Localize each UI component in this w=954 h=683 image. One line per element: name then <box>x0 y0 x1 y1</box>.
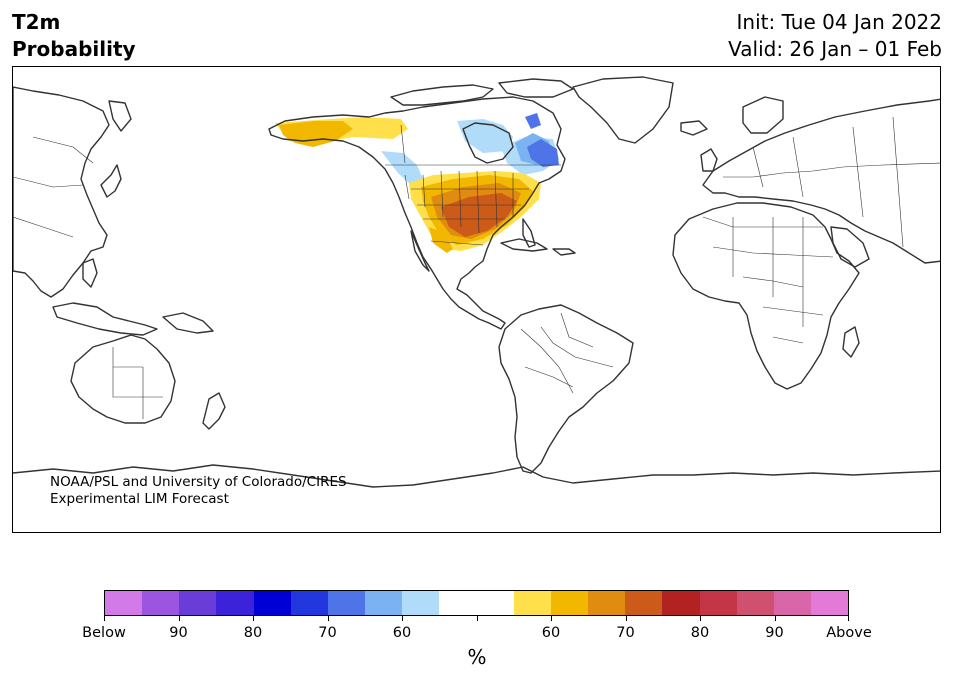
colorbar-tick-label: 70 <box>318 625 337 641</box>
country-borders <box>13 116 940 419</box>
scandinavia <box>742 96 784 134</box>
colorbar-tick-labels: Below 90 80 70 60 60 70 80 90 Above <box>82 625 872 643</box>
colorbar-segment <box>550 591 589 615</box>
colorbar-segment <box>810 591 849 615</box>
colorbar-tick <box>774 616 776 621</box>
colorbar-tick <box>476 616 478 621</box>
valid-range: Valid: 26 Jan – 01 Feb <box>728 37 942 61</box>
colorbar-tick <box>178 616 180 621</box>
antarctica-outline <box>13 464 940 488</box>
colorbar-tick <box>551 616 552 621</box>
indonesia <box>52 302 158 336</box>
map-title: T2m Probability <box>12 9 136 63</box>
iceland-outline <box>680 120 708 136</box>
probability-shading <box>275 113 559 253</box>
colorbar-tick <box>104 616 105 621</box>
colorbar-segment <box>142 591 180 615</box>
colorbar-tick-label: Below <box>82 625 126 641</box>
colorbar-ticks <box>104 616 849 624</box>
colorbar-tick <box>700 616 701 621</box>
colorbar-segment <box>625 591 663 615</box>
colorbar-segment <box>253 591 291 615</box>
colorbar-segment <box>327 591 366 615</box>
east-asia-outline <box>13 86 110 298</box>
colorbar-tick <box>253 616 254 621</box>
colorbar-tick-label: 70 <box>616 625 635 641</box>
british-isles <box>700 148 718 172</box>
colorbar-segment <box>699 591 737 615</box>
colorbar-segment <box>365 591 403 615</box>
kamchatka <box>108 100 132 132</box>
title-quantity: Probability <box>12 37 136 61</box>
south-america-outline <box>498 304 634 474</box>
colorbar-tick <box>327 616 329 621</box>
colorbar-segment <box>476 591 514 615</box>
colorbar-tick-label: 90 <box>765 625 784 641</box>
credit-line-2: Experimental LIM Forecast <box>50 491 229 507</box>
colorbar-tick-label: 60 <box>392 625 412 641</box>
colorbar-segment <box>402 591 440 615</box>
coastlines <box>13 76 940 488</box>
madagascar <box>842 326 860 358</box>
colorbar-tick-label: 60 <box>541 625 561 641</box>
arctic-islands <box>390 78 574 106</box>
colorbar-segment <box>588 591 626 615</box>
arabia <box>830 226 870 268</box>
colorbar-tick-label: 90 <box>169 625 188 641</box>
colorbar-segment <box>290 591 328 615</box>
init-date: Init: Tue 04 Jan 2022 <box>736 10 942 34</box>
east-canada-cool-80 <box>527 139 559 167</box>
west-canada-cool <box>381 151 423 185</box>
north-america-outline <box>268 96 566 330</box>
colorbar-segment <box>439 591 477 615</box>
title-variable: T2m <box>12 10 61 34</box>
colorbar-tick-label: 80 <box>690 625 710 641</box>
eurasia-outline <box>702 98 940 264</box>
colorbar-unit-label: % <box>467 645 487 669</box>
africa-outline <box>672 202 860 390</box>
credit-line-1: NOAA/PSL and University of Colorado/CIRE… <box>50 474 347 490</box>
greenland-outline <box>572 76 674 144</box>
new-zealand <box>202 392 226 430</box>
colorbar-segment <box>736 591 774 615</box>
colorbar-tick <box>625 616 627 621</box>
forecast-dates: Init: Tue 04 Jan 2022 Valid: 26 Jan – 01… <box>728 9 942 63</box>
colorbar-tick-label: Above <box>826 625 872 641</box>
colorbar-segment <box>662 591 700 615</box>
new-guinea <box>162 312 214 334</box>
florida <box>522 218 536 248</box>
data-credit: NOAA/PSL and University of Colorado/CIRE… <box>50 474 347 508</box>
baja-california <box>410 230 430 272</box>
colorbar-segment <box>216 591 254 615</box>
mexico-warm-70 <box>429 227 453 253</box>
colorbar-segment <box>105 591 143 615</box>
colorbar-tick <box>402 616 403 621</box>
australia-outline <box>70 334 176 424</box>
world-map <box>13 76 940 488</box>
colorbar-segment <box>179 591 217 615</box>
probability-colorbar <box>104 590 849 616</box>
colorbar-tick-label: 80 <box>243 625 263 641</box>
philippines <box>82 258 98 288</box>
japan <box>100 164 122 198</box>
labrador-cool-80 <box>525 113 541 129</box>
caribbean-islands <box>500 238 576 256</box>
colorbar-tick <box>848 616 849 621</box>
map-panel: NOAA/PSL and University of Colorado/CIRE… <box>12 66 941 533</box>
hudson-bay <box>462 122 514 164</box>
colorbar-segment <box>513 591 551 615</box>
colorbar-segment <box>773 591 811 615</box>
alaska-warm-70 <box>279 121 353 147</box>
